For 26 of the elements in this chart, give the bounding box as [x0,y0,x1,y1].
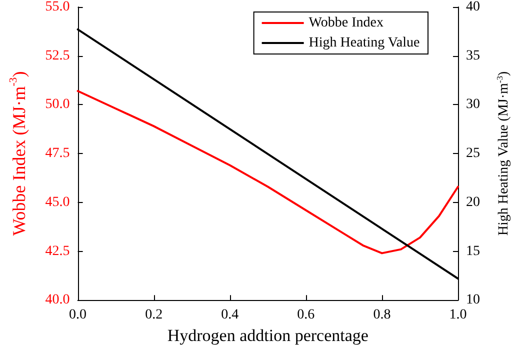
y-tick-label: 45.0 [45,194,70,210]
y2-tick-label: 35 [466,48,480,64]
y-tick-label: 50.0 [45,97,70,112]
y2-tick-label: 40 [466,0,480,14]
y2-tick-label: 10 [466,292,480,308]
y2-tick-label: 25 [466,146,480,162]
x-tick-label: 0.4 [221,308,239,323]
y2-tick-label: 20 [466,194,480,210]
y2-tick-label: 30 [466,97,480,112]
y-tick-label: 42.5 [45,244,70,259]
line-series [76,90,459,254]
x-tick-label: 0.8 [373,308,391,323]
x-axis-title: Hydrogen addtion percentage [167,326,368,345]
x-tick-label: 0.2 [145,308,163,323]
y2-tick-label: 15 [466,244,480,259]
y2-axis-title: High Heating Value (MJ·m-3) [496,70,512,236]
y-tick-label: 55.0 [45,0,70,14]
x-tick-label: 0.0 [69,308,87,323]
y-tick-label: 40.0 [45,292,70,308]
legend-label: Wobbe Index [308,16,384,30]
x-tick-label: 0.6 [297,308,315,323]
y-tick-label: 47.5 [45,146,70,162]
x-tick-label: 1.0 [449,308,467,323]
y-axis-title: Wobbe Index (MJ·m-3) [8,71,29,236]
legend-label: High Heating Value [308,36,420,50]
y-tick-label: 52.5 [45,48,70,64]
